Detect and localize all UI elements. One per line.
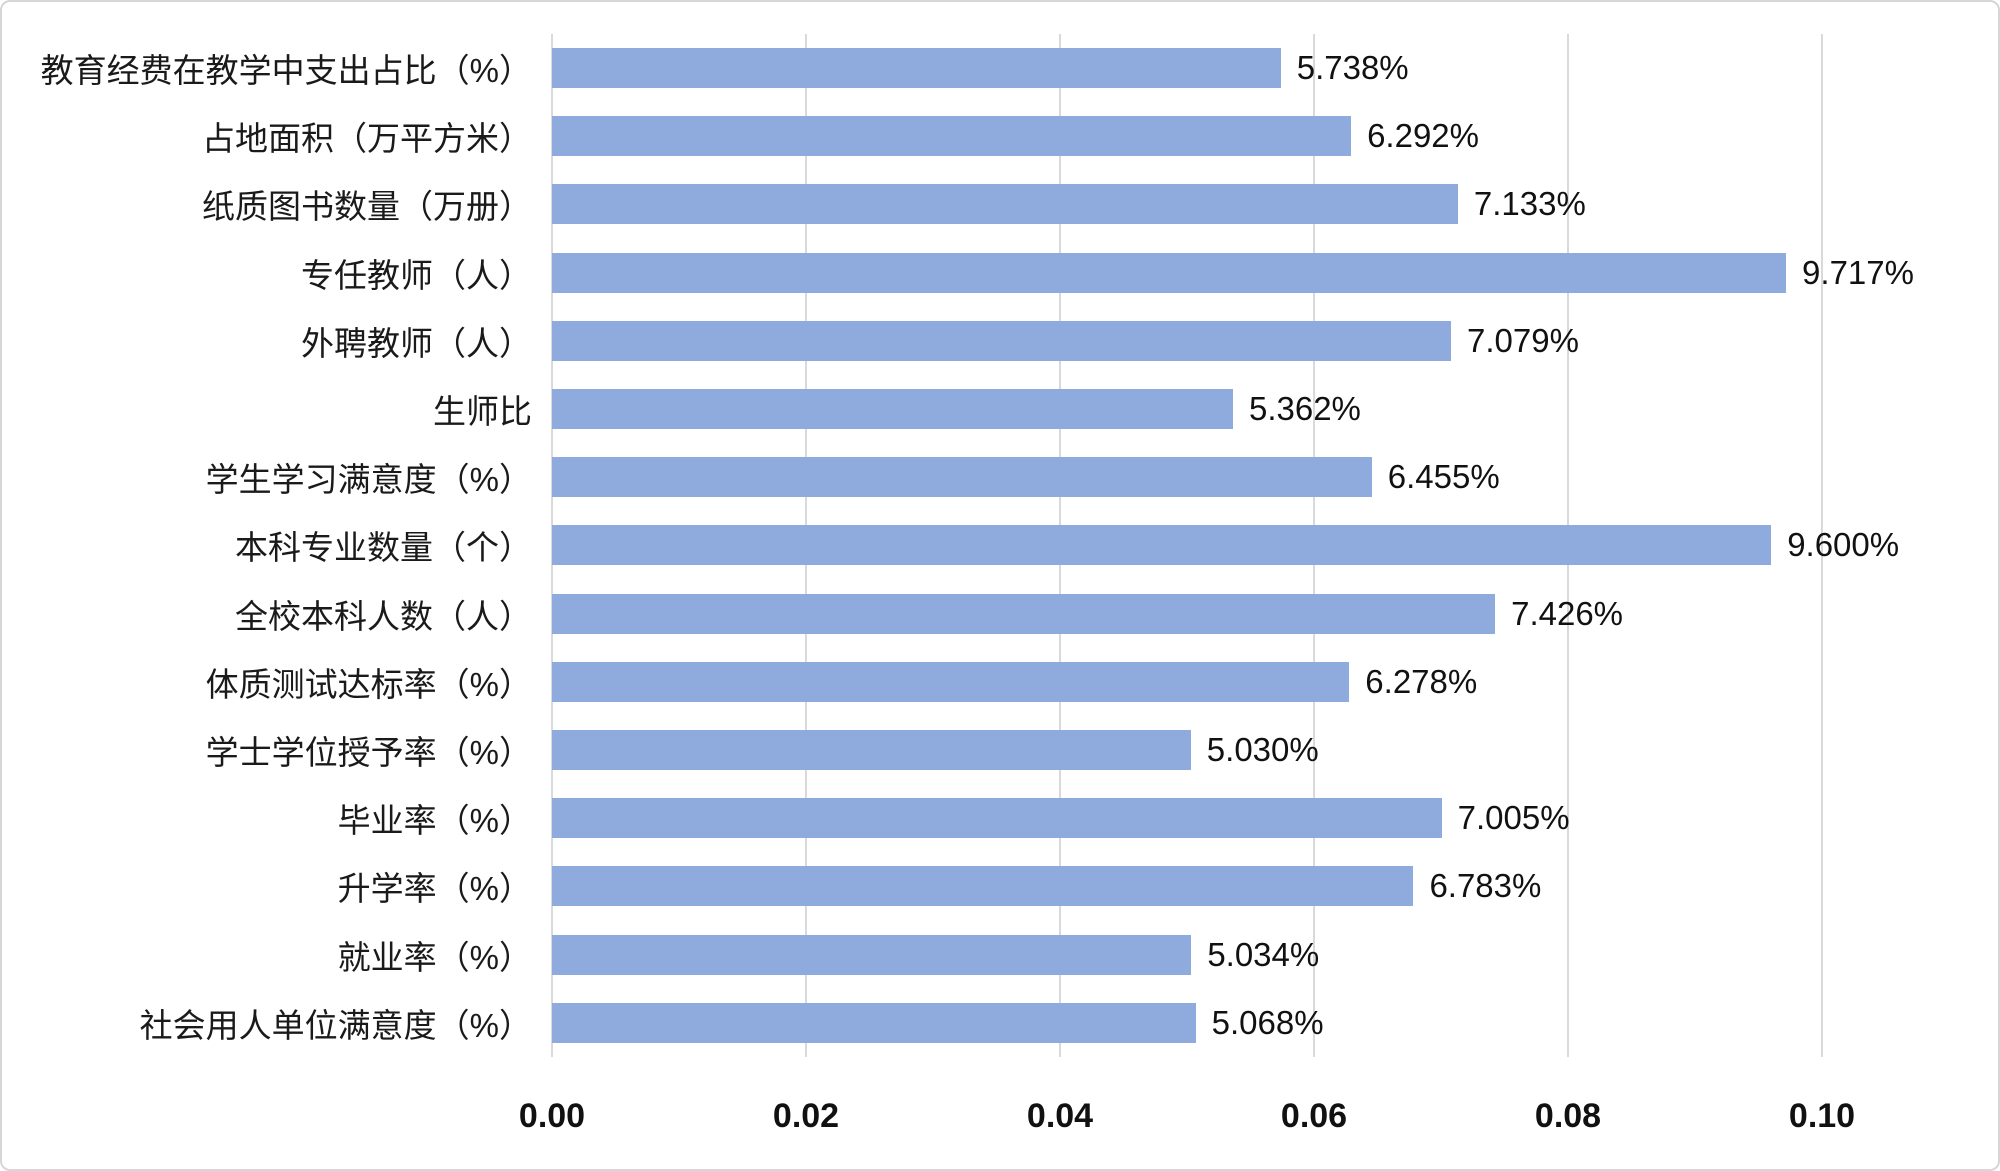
bar-area: 7.079% — [552, 307, 1822, 375]
value-label: 7.079% — [1467, 321, 1579, 359]
bar — [552, 798, 1442, 839]
value-label: 5.738% — [1296, 49, 1409, 87]
x-tick-label: 0.00 — [518, 1097, 586, 1135]
bar — [552, 729, 1191, 770]
bar-area: 7.005% — [552, 784, 1822, 852]
bar-area: 5.068% — [552, 989, 1822, 1057]
bar-row: 教育经费在教学中支出占比（%） 5.738% — [32, 34, 1972, 102]
bar-area: 9.717% — [552, 239, 1914, 307]
value-label: 6.292% — [1367, 117, 1480, 155]
bar — [552, 525, 1772, 566]
value-label: 7.426% — [1511, 594, 1624, 632]
category-label: 毕业率（%） — [337, 802, 532, 840]
bar-rows: 教育经费在教学中支出占比（%） 5.738% 占地面积（万平方米） 6.292% 纸质图… — [32, 34, 1972, 1057]
x-tick-label: 0.10 — [1788, 1097, 1856, 1135]
bar-area: 6.292% — [552, 102, 1822, 170]
category-label: 占地面积（万平方米） — [202, 120, 532, 158]
bar — [552, 593, 1496, 634]
x-tick-label: 0.06 — [1280, 1097, 1348, 1135]
bar-row: 就业率（%） 5.034% — [32, 920, 1972, 988]
category-label: 生师比 — [433, 393, 532, 431]
category-label: 本科专业数量（个） — [235, 529, 532, 567]
bar-row: 专任教师（人） 9.717% — [32, 239, 1972, 307]
value-label: 6.455% — [1387, 458, 1500, 496]
bar — [552, 252, 1787, 293]
bar — [552, 457, 1372, 498]
category-label: 学生学习满意度（%） — [205, 461, 532, 499]
bar-row: 学生学习满意度（%） 6.455% — [32, 443, 1972, 511]
category-label: 教育经费在教学中支出占比（%） — [40, 52, 532, 90]
gridline — [1821, 34, 1823, 1057]
bar — [552, 48, 1281, 89]
category-label: 纸质图书数量（万册） — [202, 188, 532, 226]
value-label: 6.278% — [1365, 662, 1478, 700]
bar-row: 外聘教师（人） 7.079% — [32, 307, 1972, 375]
bar — [552, 320, 1452, 361]
value-label: 5.362% — [1248, 390, 1361, 428]
bar — [552, 866, 1414, 907]
bar-row: 体质测试达标率（%） 6.278% — [32, 648, 1972, 716]
bar — [552, 184, 1458, 225]
bar-row: 社会用人单位满意度（%） 5.068% — [32, 989, 1972, 1057]
bar-area: 5.738% — [552, 34, 1822, 102]
value-label: 7.133% — [1473, 185, 1586, 223]
bar-chart: 教育经费在教学中支出占比（%） 5.738% 占地面积（万平方米） 6.292% 纸质图… — [32, 34, 1972, 1057]
category-label: 升学率（%） — [337, 870, 532, 908]
category-label: 专任教师（人） — [301, 256, 532, 294]
value-label: 6.783% — [1429, 867, 1542, 905]
bar — [552, 1002, 1196, 1043]
bar-area: 5.362% — [552, 375, 1822, 443]
category-label: 体质测试达标率（%） — [205, 665, 532, 703]
category-label: 全校本科人数（人） — [235, 597, 532, 635]
bar-row: 全校本科人数（人） 7.426% — [32, 580, 1972, 648]
category-label: 学士学位授予率（%） — [205, 733, 532, 771]
value-label: 5.068% — [1211, 1003, 1324, 1041]
bar-row: 学士学位授予率（%） 5.030% — [32, 716, 1972, 784]
bar-area: 5.030% — [552, 716, 1822, 784]
x-tick-label: 0.04 — [1026, 1097, 1094, 1135]
bar-area: 5.034% — [552, 920, 1822, 988]
bar-row: 纸质图书数量（万册） 7.133% — [32, 170, 1972, 238]
bar — [552, 661, 1350, 702]
bar-row: 升学率（%） 6.783% — [32, 852, 1972, 920]
value-label: 5.030% — [1206, 730, 1319, 768]
value-label: 5.034% — [1207, 935, 1320, 973]
x-axis: 0.00 0.02 0.04 0.06 0.08 0.10 — [519, 1097, 1855, 1147]
bar — [552, 116, 1352, 157]
value-label: 9.600% — [1787, 526, 1900, 564]
bar-area: 6.455% — [552, 443, 1822, 511]
category-label: 外聘教师（人） — [301, 324, 532, 362]
bar-area: 9.600% — [552, 511, 1899, 579]
category-label: 就业率（%） — [337, 938, 532, 976]
bar-row: 本科专业数量（个） 9.600% — [32, 511, 1972, 579]
bar-row: 毕业率（%） 7.005% — [32, 784, 1972, 852]
category-label: 社会用人单位满意度（%） — [139, 1006, 532, 1044]
bar — [552, 389, 1233, 430]
x-tick-label: 0.02 — [772, 1097, 840, 1135]
bar-area: 6.278% — [552, 648, 1822, 716]
bar-row: 生师比 5.362% — [32, 375, 1972, 443]
value-label: 9.717% — [1802, 253, 1914, 291]
value-label: 7.005% — [1457, 799, 1570, 837]
bar-area: 7.133% — [552, 170, 1822, 238]
bar — [552, 934, 1192, 975]
bar-row: 占地面积（万平方米） 6.292% — [32, 102, 1972, 170]
bar-area: 7.426% — [552, 580, 1822, 648]
bar-area: 6.783% — [552, 852, 1822, 920]
x-tick-label: 0.08 — [1534, 1097, 1602, 1135]
